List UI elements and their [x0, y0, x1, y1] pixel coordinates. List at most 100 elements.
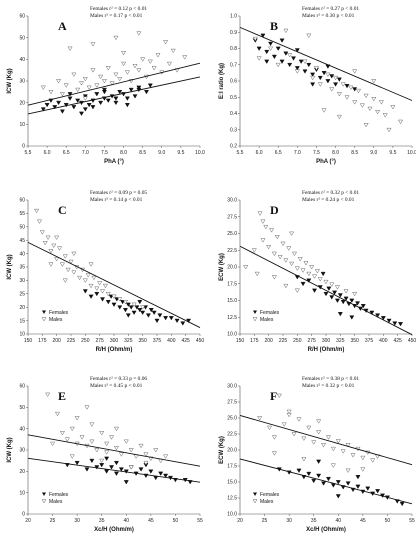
- male-point: [281, 422, 287, 427]
- female-point: [375, 489, 381, 494]
- male-point: [54, 235, 60, 240]
- y-tick-label: 12.5: [227, 315, 237, 321]
- male-point: [123, 439, 129, 444]
- male-point: [79, 435, 85, 440]
- y-tick-label: 0.2: [230, 144, 237, 150]
- male-point: [113, 72, 119, 77]
- male-point: [67, 46, 73, 51]
- male-point: [118, 452, 124, 457]
- x-tick-label: 350: [138, 338, 147, 344]
- male-point: [291, 432, 297, 437]
- male-point: [260, 219, 266, 224]
- female-point: [316, 459, 322, 464]
- male-point: [121, 51, 127, 56]
- y-tick-label: 10.0: [227, 512, 237, 518]
- panel-label: B: [270, 19, 278, 33]
- x-axis-label: PhA (°): [316, 159, 336, 165]
- male-point: [140, 305, 146, 310]
- x-tick-label: 250: [81, 338, 90, 344]
- series-females: [294, 271, 404, 327]
- female-point: [132, 94, 138, 99]
- y-tick-label: 60: [19, 14, 25, 20]
- male-point: [94, 83, 100, 88]
- legend-female-label: Females: [49, 492, 69, 498]
- male-point: [360, 455, 366, 461]
- female-point: [111, 302, 117, 307]
- male-point: [100, 289, 106, 294]
- x-tick-label: 450: [196, 338, 205, 344]
- male-point: [317, 82, 323, 87]
- female-point: [306, 62, 312, 68]
- legend-male-label: Males: [49, 499, 63, 505]
- x-tick-label: 325: [124, 338, 133, 344]
- x-tick-label: 9.0: [158, 150, 165, 156]
- female-point: [310, 72, 316, 77]
- female-point: [355, 475, 361, 480]
- male-point: [306, 33, 312, 38]
- male-point: [316, 419, 322, 424]
- male-point: [128, 465, 134, 470]
- male-point: [59, 262, 65, 267]
- male-point: [263, 224, 269, 230]
- male-point: [109, 81, 115, 86]
- female-point: [380, 316, 386, 321]
- female-point: [336, 77, 342, 82]
- male-point: [352, 100, 358, 105]
- female-point: [256, 46, 262, 51]
- y-tick-label: 10: [19, 122, 25, 128]
- female-point: [168, 316, 174, 321]
- y-tick-label: 10: [19, 332, 25, 338]
- x-tick-label: 10.0: [407, 150, 416, 156]
- male-point: [68, 259, 74, 265]
- male-point: [314, 269, 320, 274]
- male-point: [48, 90, 54, 95]
- male-point: [286, 246, 292, 251]
- male-point: [136, 31, 142, 36]
- y-tick-label: 0.8: [230, 46, 237, 52]
- series-males: [40, 31, 188, 101]
- male-point: [300, 268, 306, 273]
- x-tick-label: 55: [197, 518, 203, 524]
- male-point: [344, 95, 350, 100]
- male-point: [82, 96, 88, 101]
- x-tick-label: 200: [52, 338, 61, 344]
- y-tick-label: 55: [19, 211, 25, 217]
- male-point: [90, 68, 96, 73]
- male-point: [85, 273, 91, 278]
- female-point: [137, 300, 143, 305]
- stat-line: Females r² = 0.32 p < 0.01: [302, 190, 359, 196]
- y-tick-label: 20.0: [227, 265, 237, 271]
- x-tick-label: 225: [279, 338, 288, 344]
- male-point: [98, 74, 104, 80]
- x-tick-label: 450: [408, 338, 416, 344]
- male-point: [163, 40, 169, 45]
- fit-line-males: [239, 415, 413, 466]
- female-point: [67, 96, 73, 101]
- female-point: [40, 107, 46, 112]
- female-point: [310, 82, 316, 87]
- male-point: [82, 77, 88, 82]
- female-point: [163, 473, 169, 479]
- male-point: [132, 64, 138, 69]
- female-point: [148, 469, 154, 474]
- male-point: [143, 452, 149, 457]
- male-point: [104, 441, 110, 447]
- female-point: [302, 69, 308, 74]
- female-point: [264, 49, 270, 55]
- male-point: [122, 300, 128, 305]
- female-point: [59, 109, 65, 114]
- male-point: [294, 69, 300, 74]
- female-point: [88, 294, 94, 299]
- male-point: [113, 426, 119, 432]
- female-point: [345, 481, 351, 486]
- female-point: [147, 83, 153, 88]
- legend-male-label: Males: [49, 317, 63, 323]
- female-point: [268, 41, 274, 47]
- female-point: [306, 471, 312, 477]
- y-tick-label: 0: [22, 512, 25, 518]
- female-point: [128, 87, 134, 93]
- panel-label: D: [270, 203, 279, 217]
- x-tick-label: 55: [409, 518, 415, 524]
- male-point: [77, 275, 83, 281]
- female-point: [321, 71, 327, 76]
